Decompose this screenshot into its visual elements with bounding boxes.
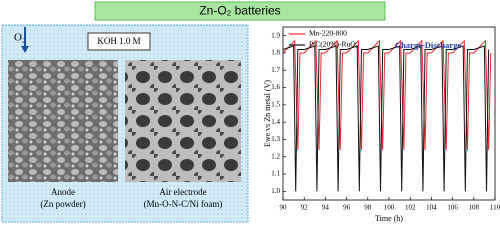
x-tick-label: 106 bbox=[447, 204, 458, 212]
figure: Zn-O₂ batteries O₂ KOH 1.0 M Anode (Zn p… bbox=[1, 1, 500, 223]
y-tick-label: 1.8 bbox=[271, 49, 280, 57]
anode-material: (Zn powder) bbox=[40, 199, 85, 209]
cathode-name: Air electrode bbox=[159, 187, 206, 197]
y-tick-label: 1.7 bbox=[271, 66, 280, 74]
electrolyte-box bbox=[87, 32, 151, 51]
title-box bbox=[94, 1, 386, 21]
gas-label: O₂ bbox=[14, 32, 26, 44]
series-line bbox=[282, 39, 492, 150]
x-tick-label: 102 bbox=[405, 204, 416, 212]
plot-frame bbox=[282, 26, 496, 201]
y-tick-label: 1.5 bbox=[271, 100, 280, 108]
anode-name: Anode bbox=[51, 187, 75, 197]
y-tick-label: 1.4 bbox=[271, 118, 280, 126]
y-tick-label: 1.3 bbox=[271, 135, 280, 143]
chart: 1.0 1.1 1.2 1.3 1.4 1.5 1.6 1.7 1.8 1.9 90 92 94 96 98… bbox=[263, 26, 500, 223]
x-tick-label: 104 bbox=[426, 204, 437, 212]
electrolyte-label: KOH 1.0 M bbox=[97, 36, 140, 46]
title: Zn-O₂ batteries bbox=[199, 4, 280, 18]
cathode-material: (Mn-O-N-C/Ni foam) bbox=[144, 199, 223, 209]
x-tick-label: 96 bbox=[343, 204, 351, 212]
y-tick-label: 1.9 bbox=[271, 31, 280, 39]
x-tick-label: 90 bbox=[280, 204, 288, 212]
x-axis-label: Time (h) bbox=[375, 214, 403, 223]
x-tick-label: 108 bbox=[469, 204, 480, 212]
series-line bbox=[282, 45, 490, 192]
gas-arrowhead bbox=[21, 46, 29, 53]
y-tick-label: 1.6 bbox=[271, 83, 280, 91]
y-tick-label: 1.2 bbox=[271, 152, 280, 160]
legend-label: PtC(20%)-RuO₂ bbox=[309, 40, 359, 49]
x-tick-label: 98 bbox=[364, 204, 372, 212]
cathode-image bbox=[125, 60, 241, 182]
y-tick-label: 1.0 bbox=[271, 187, 280, 195]
x-tick-label: 100 bbox=[384, 204, 395, 212]
annotation: Charge-Discharge bbox=[395, 40, 461, 50]
anode-image bbox=[8, 60, 118, 182]
y-axis-label: Ewe vs Zn metal (V) bbox=[263, 80, 272, 147]
x-tick-label: 94 bbox=[322, 204, 330, 212]
legend-label: Mn-220-800 bbox=[309, 29, 347, 38]
x-tick-label: 92 bbox=[301, 204, 309, 212]
x-tick-label: 110 bbox=[490, 204, 500, 212]
y-tick-label: 1.1 bbox=[271, 170, 280, 178]
